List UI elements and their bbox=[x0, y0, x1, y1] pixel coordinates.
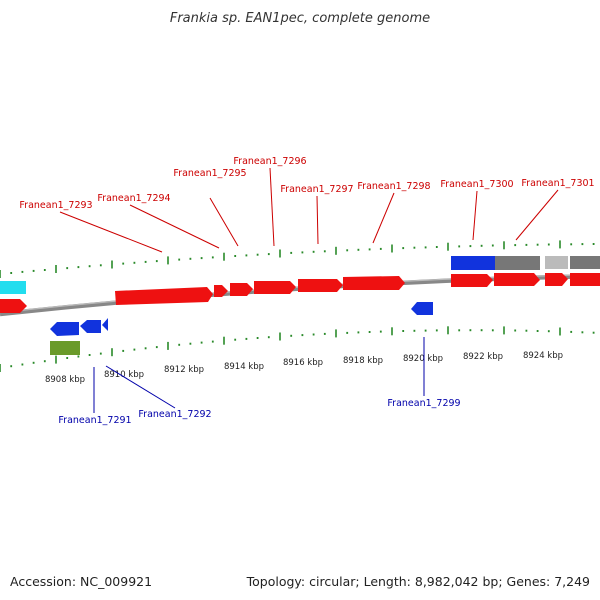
leader-line bbox=[472, 190, 478, 241]
scale-label: 8912 kbp bbox=[164, 365, 204, 375]
scale-label: 8924 kbp bbox=[523, 351, 563, 361]
gene-light-grey[interactable] bbox=[545, 256, 568, 269]
gene-label[interactable]: Franean1_7300 bbox=[440, 179, 513, 190]
leader-line bbox=[316, 195, 319, 245]
gene-blue-reverse[interactable] bbox=[102, 318, 108, 331]
leader-line bbox=[515, 189, 559, 241]
gene-red[interactable] bbox=[570, 273, 600, 286]
gene-blue-reverse[interactable] bbox=[50, 322, 79, 336]
gene-red[interactable] bbox=[343, 276, 405, 290]
gene-grey[interactable] bbox=[570, 256, 600, 269]
gene-red[interactable] bbox=[214, 285, 228, 297]
scale-label: 8918 kbp bbox=[343, 356, 383, 366]
gene-label[interactable]: Franean1_7295 bbox=[173, 168, 246, 179]
gene-grey[interactable] bbox=[495, 256, 540, 270]
scale-label: 8920 kbp bbox=[403, 354, 443, 364]
gene-track bbox=[0, 256, 600, 355]
scale-label: 8916 kbp bbox=[283, 358, 323, 368]
gene-label[interactable]: Franean1_7294 bbox=[97, 193, 170, 204]
accession-text: Accession: NC_009921 bbox=[10, 574, 152, 589]
scale-labels: 8908 kbp 8910 kbp 8912 kbp 8914 kbp 8916… bbox=[45, 351, 563, 385]
gene-label[interactable]: Franean1_7297 bbox=[280, 184, 353, 195]
gene-label[interactable]: Franean1_7296 bbox=[233, 156, 306, 167]
gene-cyan[interactable] bbox=[0, 281, 26, 294]
gene-red[interactable] bbox=[230, 283, 253, 296]
gene-blue[interactable] bbox=[451, 256, 495, 270]
gene-label[interactable]: Franean1_7292 bbox=[138, 409, 211, 420]
gene-label[interactable]: Franean1_7298 bbox=[357, 181, 430, 192]
gene-label[interactable]: Franean1_7299 bbox=[387, 398, 460, 409]
leader-line bbox=[59, 211, 163, 253]
leader-line bbox=[129, 204, 220, 249]
topology-text: Topology: circular; Length: 8,982,042 bp… bbox=[246, 574, 590, 589]
gene-red[interactable] bbox=[115, 287, 213, 305]
leader-line bbox=[105, 365, 176, 409]
gene-red-left[interactable] bbox=[0, 299, 27, 313]
gene-red[interactable] bbox=[545, 273, 568, 286]
gene-label[interactable]: Franean1_7293 bbox=[19, 200, 92, 211]
outer-tick-ring bbox=[0, 240, 595, 278]
scale-label: 8922 kbp bbox=[463, 352, 503, 362]
scale-label: 8914 kbp bbox=[224, 362, 264, 372]
scale-label: 8908 kbp bbox=[45, 375, 85, 385]
gene-label[interactable]: Franean1_7301 bbox=[521, 178, 594, 189]
map-title: Frankia sp. EAN1pec, complete genome bbox=[170, 11, 430, 26]
inner-tick-ring bbox=[0, 326, 595, 372]
gene-olive[interactable] bbox=[50, 341, 80, 355]
leader-line bbox=[269, 167, 275, 247]
gene-blue-reverse[interactable] bbox=[411, 302, 433, 315]
scale-label: 8910 kbp bbox=[104, 370, 144, 380]
gene-label-leaders bbox=[59, 167, 559, 413]
leader-line bbox=[372, 192, 395, 244]
gene-blue-reverse[interactable] bbox=[80, 320, 101, 333]
gene-red[interactable] bbox=[494, 273, 540, 286]
gene-label[interactable]: Franean1_7291 bbox=[58, 415, 131, 426]
gene-red[interactable] bbox=[298, 279, 343, 292]
leader-line bbox=[209, 197, 239, 247]
gene-red[interactable] bbox=[451, 274, 493, 287]
gene-red[interactable] bbox=[254, 281, 296, 294]
gene-labels: Franean1_7293 Franean1_7294 Franean1_729… bbox=[19, 156, 594, 426]
